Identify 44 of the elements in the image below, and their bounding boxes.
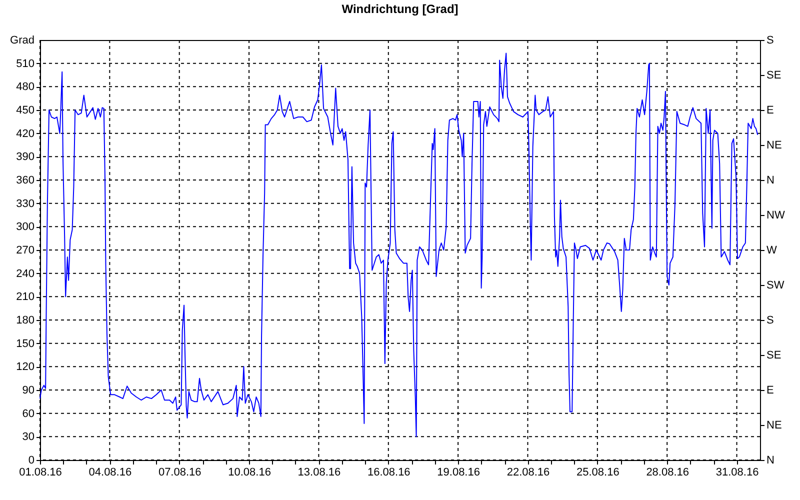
x-tick-label: 31.08.16 <box>716 466 759 478</box>
x-tick-label: 19.08.16 <box>437 466 480 478</box>
category-label: N <box>766 174 774 186</box>
y-tick-label: 330 <box>16 198 34 210</box>
category-label: SE <box>766 350 782 362</box>
y-axis-title: Grad <box>10 34 34 46</box>
x-tick-label: 28.08.16 <box>646 466 690 478</box>
y-tick-label: 120 <box>16 361 34 374</box>
y-tick-label: 510 <box>16 58 34 70</box>
y-tick-label: 480 <box>16 81 34 94</box>
category-label: NE <box>766 140 782 152</box>
category-label: S <box>766 314 774 326</box>
category-label: NW <box>766 210 785 222</box>
y-tick-label: 210 <box>16 291 34 304</box>
y-tick-label: 150 <box>16 338 34 350</box>
y-tick-label: 90 <box>22 384 34 396</box>
category-label: S <box>766 34 774 46</box>
category-label: N <box>766 454 774 466</box>
y-tick-label: 390 <box>16 151 34 164</box>
category-label: SE <box>766 70 782 82</box>
category-label: E <box>766 104 774 116</box>
x-tick-label: 22.08.16 <box>506 466 550 478</box>
x-tick-label: 10.08.16 <box>228 466 271 478</box>
x-tick-label: 01.08.16 <box>19 466 62 478</box>
y-tick-label: 0 <box>28 454 34 466</box>
y-tick-label: 240 <box>16 268 34 280</box>
y-tick-label: 300 <box>16 221 34 234</box>
x-tick-label: 25.08.16 <box>576 466 620 478</box>
y-tick-label: 360 <box>16 174 34 186</box>
x-tick-label: 13.08.16 <box>298 466 341 478</box>
y-tick-label: 270 <box>16 244 34 256</box>
y-tick-label: 450 <box>16 104 34 116</box>
category-label: W <box>766 244 777 256</box>
category-label: NE <box>766 420 782 432</box>
category-label: SW <box>766 280 784 292</box>
x-tick-label: 04.08.16 <box>88 466 132 478</box>
y-tick-label: 420 <box>16 128 34 140</box>
y-tick-label: 60 <box>22 408 34 420</box>
y-tick-label: 30 <box>22 431 34 444</box>
y-tick-label: 180 <box>16 314 34 326</box>
x-tick-label: 07.08.16 <box>158 466 202 478</box>
x-tick-label: 16.08.16 <box>367 466 410 478</box>
chart-title: Windrichtung [Grad] <box>342 2 458 16</box>
category-label: E <box>766 384 774 396</box>
